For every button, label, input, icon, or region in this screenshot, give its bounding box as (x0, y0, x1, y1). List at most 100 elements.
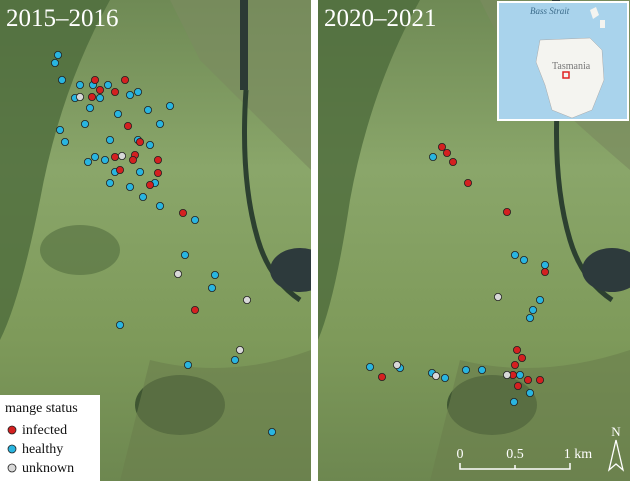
sighting-point (210, 270, 219, 279)
sighting-point (431, 371, 440, 380)
panel-title: 2020–2021 (324, 5, 437, 32)
sighting-point (392, 360, 401, 369)
sighting-point (135, 167, 144, 176)
sighting-point (153, 155, 162, 164)
sighting-point (526, 313, 535, 322)
sighting-point (541, 267, 550, 276)
sighting-point (510, 250, 519, 259)
sighting-point (529, 305, 538, 314)
sighting-point (365, 362, 374, 371)
sighting-point (106, 178, 115, 187)
sighting-point (518, 353, 527, 362)
sighting-point (183, 360, 192, 369)
sighting-point (111, 88, 120, 97)
sighting-point (513, 345, 522, 354)
legend-swatch (7, 425, 17, 435)
sighting-point (51, 59, 60, 68)
legend-label: healthy (22, 442, 63, 457)
sighting-point (88, 93, 97, 102)
sighting-point (96, 86, 105, 95)
legend-title: mange status (5, 401, 78, 416)
sighting-point (477, 365, 486, 374)
scale-label: 0 (457, 447, 464, 462)
sighting-point (84, 157, 93, 166)
sighting-point (56, 126, 65, 135)
sighting-point (128, 155, 137, 164)
sighting-point (514, 381, 523, 390)
scale-label: 1 km (564, 447, 593, 462)
legend-label: infected (22, 423, 67, 438)
sighting-point (76, 81, 85, 90)
sighting-point (165, 102, 174, 111)
sighting-point (145, 140, 154, 149)
sighting-point (190, 305, 199, 314)
sighting-point (173, 269, 182, 278)
sighting-point (91, 76, 100, 85)
sighting-point (461, 365, 470, 374)
legend-swatch (7, 463, 17, 473)
sighting-point (114, 110, 123, 119)
sighting-point (502, 370, 511, 379)
sighting-point (106, 135, 115, 144)
sighting-point (516, 370, 525, 379)
sighting-point (61, 137, 70, 146)
sighting-point (76, 93, 85, 102)
sighting-point (541, 260, 550, 269)
sighting-point (91, 152, 100, 161)
sighting-point (111, 152, 120, 161)
north-arrow: N (607, 424, 625, 472)
sighting-point (155, 201, 164, 210)
sighting-point (143, 106, 152, 115)
sighting-point (502, 207, 511, 216)
sighting-point (536, 375, 545, 384)
sighting-point (86, 104, 95, 113)
points (51, 51, 550, 436)
sighting-point (536, 295, 545, 304)
sighting-point (124, 122, 133, 131)
sighting-point (493, 292, 502, 301)
sighting-point (145, 180, 154, 189)
sighting-point (133, 88, 142, 97)
sighting-point (121, 76, 130, 85)
sighting-point (118, 151, 127, 160)
sighting-point (180, 250, 189, 259)
sighting-point (190, 215, 199, 224)
sighting-point (235, 345, 244, 354)
inset-label: Bass Strait (530, 6, 570, 16)
sighting-point (58, 76, 67, 85)
sighting-point (96, 94, 105, 103)
sighting-point (510, 360, 519, 369)
sighting-point (267, 427, 276, 436)
sighting-point (116, 165, 125, 174)
sighting-point (54, 51, 63, 60)
sighting-point (526, 388, 535, 397)
inset-map: Bass Strait Tasmania (497, 1, 629, 121)
sighting-point (116, 320, 125, 329)
sighting-point (448, 157, 457, 166)
sighting-point (524, 375, 533, 384)
sighting-point (442, 148, 451, 157)
sighting-point (428, 152, 437, 161)
sighting-point (81, 120, 90, 129)
sighting-point (126, 182, 135, 191)
sighting-point (207, 283, 216, 292)
legend-swatch (7, 444, 17, 454)
sighting-point (463, 178, 472, 187)
sighting-point (126, 91, 135, 100)
sighting-point (440, 373, 449, 382)
sighting-point (437, 142, 446, 151)
panel-title: 2015–2016 (6, 5, 119, 32)
legend: mange status infected healthy unknown (0, 395, 100, 481)
sighting-point (104, 81, 113, 90)
sighting-point (153, 168, 162, 177)
sighting-point (155, 120, 164, 129)
north-label: N (611, 424, 621, 439)
sighting-point (242, 295, 251, 304)
sighting-point (509, 397, 518, 406)
scale-label: 0.5 (506, 447, 524, 462)
sighting-point (520, 255, 529, 264)
sighting-point (101, 155, 110, 164)
sighting-point (377, 372, 386, 381)
